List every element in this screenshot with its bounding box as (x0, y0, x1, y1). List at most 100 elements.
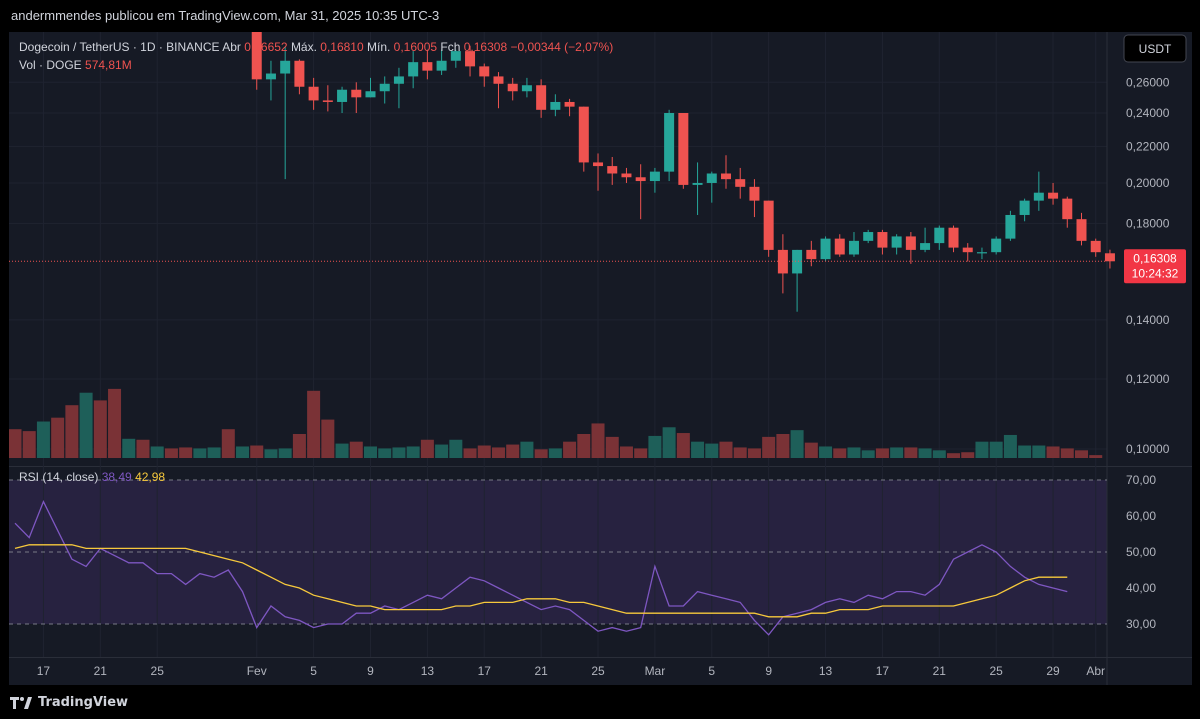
volume-bar (747, 448, 761, 458)
volume-bar (221, 429, 235, 458)
price-axis-label: 0,22000 (1126, 139, 1170, 153)
volume-bar (1060, 448, 1074, 458)
volume-bar (435, 444, 449, 458)
candle-body (834, 238, 845, 255)
time-axis-label: Abr (1086, 664, 1105, 678)
time-axis-label: 21 (534, 664, 548, 678)
brand-name: TradingView (38, 695, 129, 710)
candle-body (905, 236, 916, 250)
candle (820, 236, 831, 262)
candle (649, 167, 660, 193)
legend-part: Máx. (291, 40, 320, 54)
candle (891, 234, 902, 255)
time-axis-label: 29 (1046, 664, 1060, 678)
candle-body (749, 186, 760, 201)
volume-bar (1018, 445, 1032, 458)
candle-body (1048, 192, 1059, 199)
volume-bar (136, 439, 150, 458)
candle-body (877, 232, 888, 248)
candle-body (393, 76, 404, 84)
candle (1076, 212, 1087, 246)
candle-body (706, 173, 717, 183)
time-axis-label: 9 (765, 664, 772, 678)
volume-bar (278, 448, 292, 458)
candle (593, 153, 604, 191)
candle-body (265, 73, 276, 80)
time-axis-label: 21 (94, 664, 108, 678)
candle-body (1076, 219, 1087, 241)
volume-bar (804, 442, 818, 458)
candle-body (365, 91, 376, 98)
volume-bar (833, 448, 847, 458)
time-axis-label: 25 (591, 664, 605, 678)
candle (337, 86, 348, 113)
legend-part: 574,81M (85, 58, 132, 72)
candle (1033, 171, 1044, 211)
tradingview-logo[interactable]: TradingView (10, 695, 128, 710)
time-axis-label: 13 (819, 664, 833, 678)
volume-bar (207, 447, 221, 458)
volume-bar (1032, 445, 1046, 458)
candle (877, 229, 888, 255)
volume-bar (150, 446, 164, 458)
candle-body (550, 101, 561, 110)
candle-body (991, 238, 1002, 253)
candle-body (721, 173, 731, 180)
candle (294, 59, 305, 95)
candle (1005, 210, 1016, 241)
candle (777, 234, 788, 294)
trading-chart[interactable]: 0,26000 0,24000 0,22000 0,20000 0,18000 0,140… (9, 32, 1192, 685)
candles (251, 32, 1115, 312)
candle (1048, 182, 1059, 205)
volume-bar (762, 436, 776, 458)
candle (308, 77, 319, 110)
candle-body (820, 238, 831, 260)
candle (848, 232, 859, 257)
candle (322, 85, 333, 112)
candle-body (493, 76, 504, 84)
volume-bar (179, 447, 193, 458)
price-axis-label: 0,12000 (1126, 372, 1170, 386)
candle-body (664, 113, 675, 172)
candle-body (1104, 253, 1115, 262)
candle (351, 82, 362, 113)
chart-frame[interactable]: 0,26000 0,24000 0,22000 0,20000 0,18000 0,140… (9, 32, 1192, 685)
candle (834, 234, 845, 257)
candle (976, 247, 987, 260)
volume-bar (236, 446, 250, 458)
volume-bar (349, 441, 363, 458)
candle-body (521, 85, 532, 92)
volume-bar (619, 446, 633, 458)
candle (1019, 198, 1030, 222)
legend-ohlc: Dogecoin / TetherUS · 1D · BINANCE Abr 0… (19, 40, 613, 54)
candle-body (479, 66, 490, 77)
candle (465, 45, 476, 77)
volume-bar (676, 433, 690, 458)
volume-bar (463, 448, 477, 458)
candle-body (948, 227, 959, 248)
candle-body (763, 200, 774, 250)
price-tag-countdown: 10:24:32 (1132, 266, 1179, 280)
volume-bar (1046, 446, 1060, 458)
rsi-axis-label: 60,00 (1126, 509, 1156, 523)
candle (948, 225, 959, 253)
volume-bars (9, 388, 1103, 458)
volume-bar (420, 439, 434, 458)
volume-bar (22, 431, 36, 458)
currency-button[interactable] (1123, 34, 1187, 63)
volume-bar (819, 446, 833, 458)
candle (578, 106, 589, 172)
candle (749, 179, 760, 218)
candle-body (408, 62, 419, 77)
candle-body (792, 249, 803, 274)
volume-bar (1089, 455, 1103, 458)
volume-bar (691, 441, 705, 458)
volume-bar (989, 441, 1003, 458)
price-axis-label: 0,10000 (1126, 442, 1170, 456)
candle (621, 167, 632, 183)
volume-bar (591, 423, 605, 458)
attribution-bar: andermmendes publicou em TradingView.com… (0, 0, 1200, 32)
volume-bar (534, 449, 548, 458)
volume-bar (122, 438, 136, 458)
rsi-line (14, 499, 1068, 636)
